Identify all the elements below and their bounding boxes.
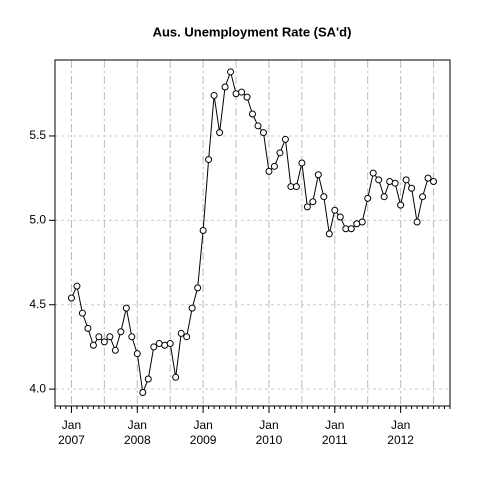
point	[194, 284, 202, 292]
y-tick-label: 4.0	[29, 381, 46, 395]
point	[199, 226, 207, 234]
y-tick-label: 5.5	[29, 128, 46, 142]
point	[397, 201, 405, 209]
point	[227, 68, 235, 76]
point	[177, 329, 185, 337]
point	[221, 83, 229, 91]
point	[243, 93, 251, 101]
point	[391, 179, 399, 187]
point	[89, 341, 97, 349]
point	[292, 183, 300, 191]
point	[276, 149, 284, 157]
point	[166, 340, 174, 348]
series-line	[71, 70, 434, 395]
x-tick-label: 2008	[124, 433, 151, 447]
point	[128, 333, 136, 341]
x-tick-label: 2007	[58, 433, 85, 447]
point	[413, 218, 421, 226]
point	[95, 333, 103, 341]
point	[84, 324, 92, 332]
point	[298, 159, 306, 167]
point	[122, 304, 130, 312]
x-tick-label: Jan	[62, 418, 81, 432]
point	[254, 122, 262, 130]
point	[265, 167, 273, 175]
point	[309, 198, 317, 206]
point	[111, 346, 119, 354]
point	[216, 129, 224, 137]
point	[210, 91, 218, 99]
point	[380, 193, 388, 201]
point	[325, 230, 333, 238]
x-tick-label: Jan	[128, 418, 147, 432]
point	[100, 338, 108, 346]
point	[331, 206, 339, 214]
x-tick-label: 2009	[190, 433, 217, 447]
chart-title: Aus. Unemployment Rate (SA'd)	[153, 24, 352, 39]
point	[270, 162, 278, 170]
point	[424, 174, 432, 182]
point	[172, 373, 180, 381]
x-tick-label: 2011	[322, 433, 348, 447]
point	[144, 375, 152, 383]
point	[347, 225, 355, 233]
x-tick-label: Jan	[325, 418, 344, 432]
point	[314, 171, 322, 179]
point	[117, 328, 125, 336]
point	[303, 203, 311, 211]
point	[358, 218, 366, 226]
x-tick-label: Jan	[391, 418, 410, 432]
x-tick-label: 2012	[387, 433, 414, 447]
point	[106, 333, 114, 341]
x-tick-label: Jan	[193, 418, 212, 432]
point	[419, 193, 427, 201]
point	[73, 282, 81, 290]
point	[67, 294, 75, 302]
point	[133, 350, 141, 358]
point	[78, 309, 86, 317]
point	[402, 176, 410, 184]
x-tick-label: 2010	[256, 433, 283, 447]
point	[430, 178, 438, 186]
point	[364, 194, 372, 202]
point	[183, 333, 191, 341]
y-tick-label: 5.0	[29, 213, 46, 227]
point	[408, 184, 416, 192]
y-tick-label: 4.5	[29, 297, 46, 311]
point	[369, 169, 377, 177]
point	[281, 135, 289, 143]
point	[336, 213, 344, 221]
point	[320, 193, 328, 201]
point	[205, 156, 213, 164]
point	[259, 129, 267, 137]
point	[150, 343, 158, 351]
point	[139, 388, 147, 396]
point	[238, 88, 246, 96]
point	[188, 304, 196, 312]
point	[375, 176, 383, 184]
x-tick-label: Jan	[259, 418, 278, 432]
point	[249, 110, 256, 118]
